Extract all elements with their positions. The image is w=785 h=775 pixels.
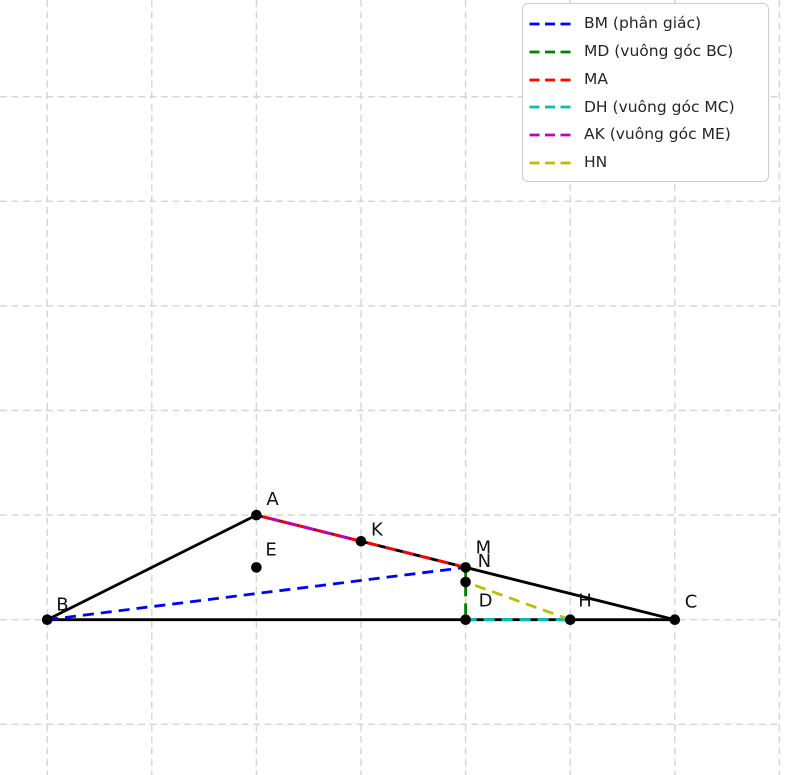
legend-entry: BM (phân giác)	[529, 10, 758, 38]
point-dot-K	[355, 535, 367, 547]
point-label-B: B	[56, 595, 68, 616]
legend-entry: MD (vuông góc BC)	[529, 38, 758, 66]
legend-entry: DH (vuông góc MC)	[529, 93, 758, 121]
legend-dash-sample	[529, 22, 571, 26]
legend-entry-label: DH (vuông góc MC)	[584, 97, 735, 116]
legend-dash-sample	[529, 78, 571, 81]
point-label-M: M	[476, 537, 492, 558]
point-label-A: A	[266, 489, 279, 510]
point-dot-E	[251, 562, 262, 573]
point-dot-D	[460, 614, 471, 625]
legend-entry-label: MD (vuông góc BC)	[584, 41, 734, 60]
legend-entry: HN	[529, 149, 758, 177]
legend-entry-label: AK (vuông góc ME)	[584, 125, 731, 144]
legend-entry: MA	[529, 66, 758, 94]
point-label-N: N	[478, 551, 491, 572]
triangle-side-BA	[45, 513, 258, 622]
point-dot-N	[460, 576, 471, 588]
point-label-D: D	[479, 591, 493, 612]
point-dot-M	[460, 562, 471, 573]
legend-entry: AK (vuông góc ME)	[529, 121, 758, 149]
legend-entry-label: HN	[584, 153, 608, 172]
point-label-E: E	[265, 539, 276, 560]
segment-AK	[256, 513, 362, 543]
point-dot-A	[251, 509, 262, 521]
point-label-K: K	[371, 519, 384, 540]
point-label-C: C	[685, 592, 698, 613]
legend-dash-sample	[529, 161, 571, 165]
legend-dash-sample	[529, 133, 571, 137]
segment-BM	[47, 566, 466, 622]
legend-entry-label: BM (phân giác)	[584, 14, 702, 33]
point-dot-C	[669, 614, 681, 625]
point-label-H: H	[578, 591, 592, 612]
segment-HN	[465, 580, 571, 622]
legend-entry-label: MA	[584, 69, 608, 88]
point-dot-B	[41, 614, 53, 625]
legend-dash-sample	[529, 50, 571, 54]
point-dot-H	[564, 614, 576, 625]
legend-dash-sample	[529, 105, 571, 109]
legend: BM (phân giác) MD (vuông góc BC) MA DH (vuô…	[522, 3, 769, 182]
